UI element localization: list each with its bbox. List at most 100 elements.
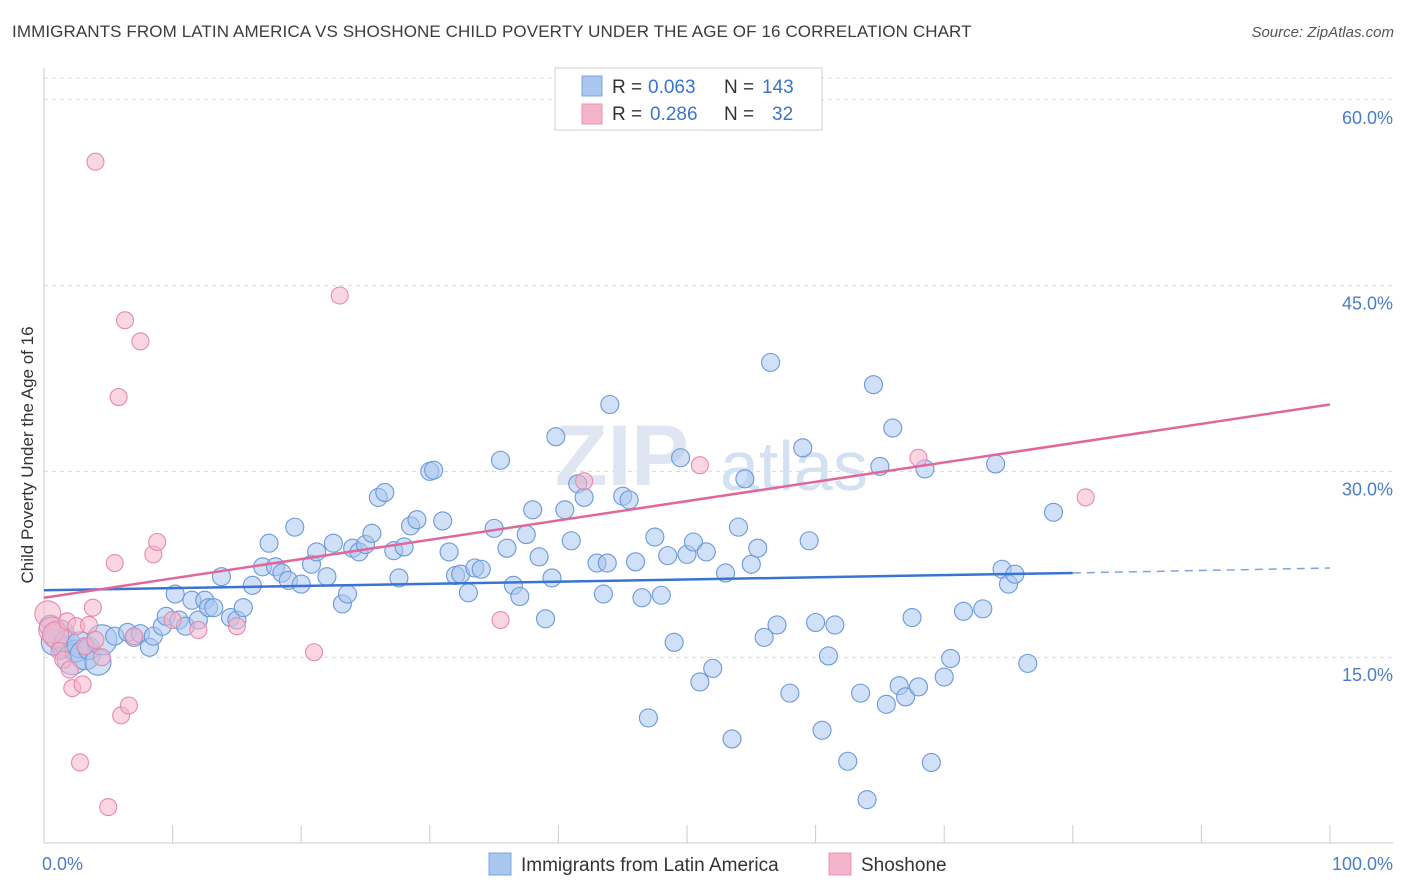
y-tick-label-0: 15.0%	[1342, 665, 1393, 685]
x-tick-label-right: 100.0%	[1332, 854, 1393, 874]
point-immigrants-137	[1018, 653, 1038, 673]
point-immigrants-27	[204, 598, 224, 618]
point-immigrants-115	[825, 615, 845, 635]
point-immigrants-90	[645, 527, 665, 547]
series-immigrants-points	[38, 352, 1064, 810]
point-immigrants-60	[439, 542, 459, 562]
watermark: ZIP atlas	[555, 408, 868, 505]
point-immigrants-65	[471, 559, 491, 579]
legend-r-value-2: 0.286	[650, 104, 698, 125]
point-immigrants-126	[908, 677, 929, 697]
point-shoshone-9	[70, 753, 90, 772]
point-immigrants-106	[754, 627, 774, 647]
point-immigrants-101	[722, 729, 742, 749]
point-immigrants-96	[683, 532, 703, 552]
point-immigrants-112	[806, 612, 826, 633]
point-immigrants-78	[561, 531, 581, 551]
point-immigrants-45	[337, 584, 358, 604]
legend-n-label-2: N =	[724, 104, 754, 125]
point-shoshone-27	[189, 620, 208, 639]
point-shoshone-31	[491, 610, 510, 630]
y-tick-labels: 15.0% 30.0% 45.0% 60.0%	[1342, 108, 1393, 685]
point-shoshone-16	[99, 798, 118, 817]
point-immigrants-122	[883, 418, 903, 438]
y-axis-label: Child Poverty Under the Age of 16	[18, 326, 37, 583]
bottom-legend-swatch-pink	[828, 852, 852, 876]
point-immigrants-116	[838, 751, 858, 771]
point-immigrants-111	[799, 531, 819, 551]
point-immigrants-98	[696, 542, 716, 562]
bottom-legend-label-immigrants: Immigrants from Latin America	[521, 855, 779, 876]
point-immigrants-42	[317, 567, 337, 587]
point-immigrants-84	[600, 394, 620, 415]
point-immigrants-103	[735, 469, 755, 489]
point-immigrants-124	[896, 687, 916, 707]
bottom-legend-swatch-blue	[488, 852, 512, 876]
point-immigrants-56	[407, 510, 427, 530]
legend-n-value-1: 143	[762, 77, 794, 98]
point-immigrants-68	[497, 538, 517, 558]
point-shoshone-36	[86, 152, 105, 171]
point-immigrants-125	[902, 608, 922, 628]
point-immigrants-114	[818, 646, 839, 666]
trend-line-immigrants	[43, 571, 1073, 592]
point-immigrants-132	[973, 599, 993, 619]
point-immigrants-87	[626, 552, 646, 572]
point-immigrants-138	[1043, 502, 1064, 522]
point-immigrants-88	[632, 588, 652, 608]
point-immigrants-117	[851, 683, 871, 703]
point-shoshone-35	[1076, 488, 1095, 507]
point-shoshone-14	[86, 630, 105, 649]
point-immigrants-86	[619, 490, 639, 510]
point-immigrants-129	[934, 667, 954, 687]
point-shoshone-17	[105, 554, 124, 573]
point-immigrants-54	[394, 537, 414, 557]
point-shoshone-13	[83, 598, 102, 617]
legend-swatch-blue	[581, 75, 603, 97]
point-immigrants-110	[793, 438, 813, 458]
point-shoshone-23	[131, 332, 150, 351]
point-immigrants-133	[986, 454, 1006, 474]
point-shoshone-30	[330, 286, 349, 305]
point-immigrants-32	[242, 575, 262, 595]
point-shoshone-18	[109, 388, 128, 407]
top-legend: R = 0.063 N = 143 R = 0.286 N = 32	[554, 67, 823, 131]
legend-n-label-1: N =	[724, 77, 754, 98]
series-shoshone-points	[34, 152, 1095, 817]
point-shoshone-25	[148, 532, 167, 552]
point-immigrants-49	[362, 523, 382, 543]
axes	[43, 68, 1393, 844]
point-immigrants-130	[941, 648, 961, 668]
point-immigrants-102	[728, 517, 748, 537]
point-immigrants-121	[876, 694, 896, 714]
point-immigrants-73	[529, 547, 549, 567]
point-immigrants-71	[516, 525, 536, 545]
point-immigrants-43	[323, 533, 343, 553]
point-immigrants-77	[555, 500, 575, 520]
point-immigrants-99	[703, 658, 723, 678]
point-immigrants-119	[863, 375, 884, 395]
point-shoshone-28	[227, 617, 246, 636]
chart-title: IMMIGRANTS FROM LATIN AMERICA VS SHOSHON…	[12, 22, 972, 41]
point-shoshone-22	[124, 627, 144, 646]
point-immigrants-80	[574, 487, 594, 507]
point-immigrants-93	[664, 632, 684, 652]
point-immigrants-100	[716, 563, 736, 583]
point-immigrants-82	[593, 584, 613, 604]
point-immigrants-131	[953, 601, 974, 621]
point-immigrants-63	[458, 583, 478, 603]
point-immigrants-118	[857, 790, 877, 810]
point-immigrants-76	[546, 427, 566, 447]
point-shoshone-20	[115, 311, 135, 330]
point-shoshone-26	[163, 610, 182, 630]
x-tick-label-left: 0.0%	[42, 854, 83, 874]
point-immigrants-97	[690, 672, 710, 692]
point-immigrants-128	[921, 752, 941, 773]
point-immigrants-92	[658, 546, 678, 566]
point-shoshone-21	[119, 696, 138, 715]
point-immigrants-20	[165, 584, 185, 604]
point-shoshone-34	[909, 448, 928, 467]
legend-r-label-2: R =	[612, 104, 642, 125]
chart-source: Source: ZipAtlas.com	[1251, 24, 1394, 41]
point-immigrants-70	[510, 586, 530, 607]
